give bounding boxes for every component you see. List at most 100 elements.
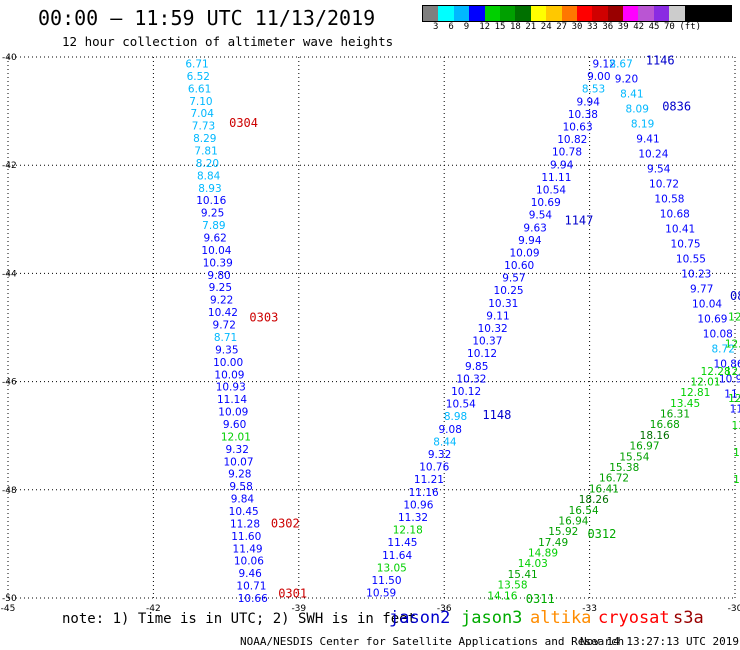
swh-value: 9.63	[523, 222, 546, 234]
swh-value: 12.01	[690, 376, 720, 388]
swh-value: 7.81	[194, 146, 217, 158]
swh-value: 6.52	[187, 71, 210, 83]
swh-value: 9.20	[615, 73, 638, 85]
swh-value: 16.94	[558, 515, 588, 527]
colorbar-swatch	[592, 6, 608, 21]
swh-value: 10.39	[203, 257, 233, 269]
swh-value: 16.31	[660, 409, 690, 421]
colorbar-label: 42	[633, 22, 645, 32]
swh-value: 8.67	[609, 58, 632, 70]
colorbar-swatch	[607, 6, 624, 21]
swh-value: 15.38	[609, 462, 639, 474]
swh-value: 10.60	[504, 260, 534, 272]
swh-value: 17.49	[538, 537, 568, 549]
swh-value: 9.25	[201, 208, 224, 220]
swh-value: 18.26	[579, 494, 609, 506]
colorbar-label: 9	[463, 22, 470, 32]
colorbar-label: 6	[448, 22, 454, 32]
swh-value: 9.32	[428, 449, 451, 461]
swh-value: 8.93	[198, 183, 221, 195]
colorbar-label: 36	[602, 22, 614, 32]
y-tick-label: -40	[2, 53, 17, 63]
colorbar-label: 21	[525, 22, 537, 32]
swh-value: 11.60	[231, 531, 261, 543]
swh-value: 7.89	[202, 220, 225, 232]
pass-time-label: 0302	[271, 516, 300, 530]
pass-time-label: 0312	[587, 527, 616, 541]
swh-value: 11.21	[414, 474, 444, 486]
swh-value: 10.07	[223, 456, 253, 468]
swh-value: 12.83	[725, 366, 740, 378]
swh-value: 11.14	[217, 394, 247, 406]
colorbar-swatch	[684, 6, 701, 21]
swh-value: 10.71	[236, 581, 266, 593]
colorbar-swatch	[715, 6, 731, 21]
swh-value: 12.7	[728, 393, 740, 405]
pass-time-label: 0303	[249, 311, 278, 325]
swh-value: 9.25	[209, 282, 232, 294]
pass-time-label: 1146	[646, 54, 675, 68]
swh-value: 10.32	[456, 373, 486, 385]
swh-value: 16.54	[569, 505, 599, 517]
swh-value: 9.94	[577, 96, 601, 108]
colorbar-swatch	[530, 6, 547, 21]
legend-s3a: s3a	[673, 608, 704, 628]
colorbar-swatch	[453, 6, 470, 21]
chart-subtitle: 12 hour collection of altimeter wave hei…	[62, 34, 394, 49]
colorbar-swatch	[638, 6, 654, 21]
swh-value: 11.32	[398, 512, 428, 524]
swh-value: 9.54	[647, 164, 671, 176]
swh-value: 10.97	[719, 374, 740, 386]
swh-value: 10.06	[234, 556, 264, 568]
colorbar-swatch	[700, 6, 716, 21]
colorbar-label: 24	[540, 22, 552, 32]
swh-value: 10.09	[509, 247, 539, 259]
colorbar	[422, 5, 732, 22]
swh-value: 10.24	[638, 149, 668, 161]
swh-value: 10.25	[494, 285, 524, 297]
colorbar-label: 30	[571, 22, 583, 32]
colorbar-label: 45	[648, 22, 660, 32]
legend-cryosat: cryosat	[598, 608, 670, 628]
swh-value: 13	[733, 447, 740, 459]
colorbar-swatch	[469, 6, 485, 21]
swh-value: 10.04	[692, 299, 722, 311]
swh-value: 10.45	[229, 506, 259, 518]
swh-value: 10.69	[697, 314, 727, 326]
swh-value: 10.58	[654, 194, 684, 206]
swh-value: 15.41	[508, 569, 538, 581]
swh-value: 10.63	[563, 121, 593, 133]
colorbar-label: 33	[587, 22, 598, 32]
swh-value: 8.29	[193, 133, 216, 145]
swh-value: 9.11	[486, 310, 509, 322]
colorbar-swatch	[515, 6, 531, 21]
colorbar-label: 3	[433, 22, 439, 32]
swh-value: 9.94	[550, 159, 574, 171]
swh-value: 12.01	[221, 431, 251, 443]
swh-value: 10.59	[366, 588, 396, 600]
swh-value: 10.16	[196, 195, 226, 207]
colorbar-label: 15	[494, 22, 506, 32]
swh-value: 10.72	[649, 179, 679, 191]
colorbar-swatch	[669, 6, 685, 21]
colorbar-label: 70	[664, 22, 675, 32]
swh-value: 9.77	[690, 284, 713, 296]
colorbar-swatch	[576, 6, 593, 21]
swh-value: 15.54	[619, 451, 649, 463]
legend-altika: altika	[530, 608, 592, 628]
swh-value: 11.28	[230, 518, 260, 530]
swh-value: 8.71	[214, 332, 237, 344]
swh-value: 13.58	[497, 580, 527, 592]
colorbar-swatch	[623, 6, 639, 21]
swh-value: 9.46	[238, 568, 262, 580]
swh-value: 8.44	[433, 436, 457, 448]
swh-value: 12.28	[701, 366, 731, 378]
swh-value: 10.08	[703, 329, 733, 341]
swh-value: 15.92	[548, 526, 578, 538]
swh-value: 14.89	[528, 548, 558, 560]
swh-value: 9.80	[207, 270, 230, 282]
swh-value: 14.03	[518, 558, 548, 570]
y-tick-label: -46	[2, 378, 17, 388]
swh-value: 9.12	[592, 58, 615, 70]
